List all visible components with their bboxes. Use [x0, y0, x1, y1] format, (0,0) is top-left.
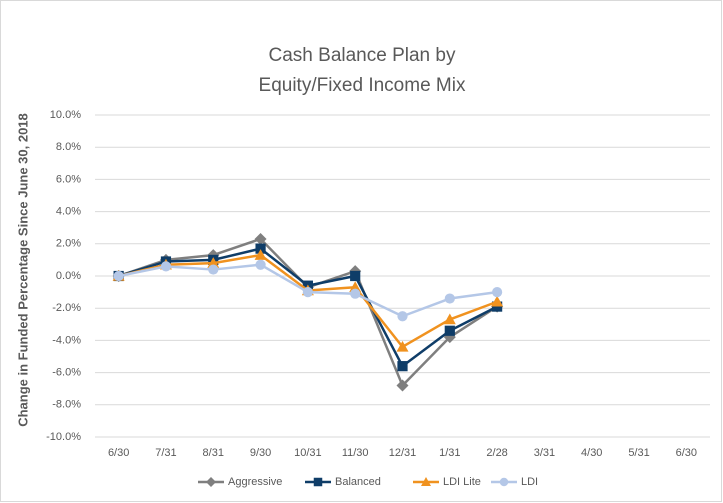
y-tick-label: 0.0%: [56, 270, 81, 282]
marker: [443, 313, 456, 325]
marker: [492, 287, 503, 298]
x-tick-label: 6/30: [108, 447, 129, 459]
marker: [350, 288, 361, 299]
marker: [350, 270, 361, 282]
marker: [444, 325, 455, 336]
marker: [396, 340, 409, 352]
x-tick-label: 9/30: [250, 447, 271, 459]
y-tick-label: -2.0%: [52, 302, 81, 314]
marker: [397, 311, 408, 322]
legend-label: LDI Lite: [443, 476, 481, 488]
x-tick-label: 12/31: [389, 447, 417, 459]
marker: [255, 259, 266, 270]
x-tick-label: 1/31: [439, 447, 460, 459]
y-tick-label: -8.0%: [52, 399, 81, 411]
legend-label: LDI: [521, 476, 538, 488]
marker: [254, 249, 267, 260]
y-tick-label: 4.0%: [56, 206, 81, 218]
y-tick-label: 8.0%: [56, 141, 81, 153]
legend-marker: [313, 477, 323, 487]
y-tick-label: -10.0%: [46, 431, 81, 443]
legend-label: Aggressive: [228, 476, 282, 488]
x-tick-label: 3/31: [534, 447, 555, 459]
chart-title: Cash Balance Plan by: [269, 45, 456, 66]
chart-title: Equity/Fixed Income Mix: [259, 75, 466, 96]
marker: [397, 361, 408, 372]
marker: [492, 301, 503, 312]
marker: [491, 295, 504, 307]
y-tick-label: 2.0%: [56, 238, 81, 250]
marker: [302, 287, 313, 298]
x-tick-label: 4/30: [581, 447, 602, 459]
marker: [113, 270, 124, 282]
legend-label: Balanced: [335, 476, 381, 488]
marker: [396, 379, 409, 392]
marker: [207, 257, 220, 268]
legend-marker: [421, 477, 431, 486]
marker: [160, 261, 172, 272]
x-tick-label: 10/31: [294, 447, 322, 459]
marker: [444, 293, 455, 304]
x-tick-label: 11/30: [342, 447, 369, 459]
marker: [349, 281, 362, 293]
x-tick-label: 5/31: [628, 447, 649, 459]
marker: [208, 264, 219, 275]
marker: [255, 243, 266, 254]
y-axis-label: Change in Funded Percentage Since June 3…: [15, 113, 30, 427]
y-tick-label: 10.0%: [50, 109, 81, 121]
x-tick-label: 2/28: [486, 447, 507, 459]
y-tick-label: -6.0%: [52, 367, 81, 379]
marker: [254, 232, 267, 245]
x-tick-label: 8/31: [203, 447, 224, 459]
legend-marker: [499, 477, 509, 487]
y-tick-label: 6.0%: [56, 173, 81, 185]
x-tick-label: 7/31: [155, 447, 176, 459]
y-tick-label: -4.0%: [52, 334, 81, 346]
legend-marker: [206, 477, 216, 487]
x-tick-label: 6/30: [676, 447, 697, 459]
